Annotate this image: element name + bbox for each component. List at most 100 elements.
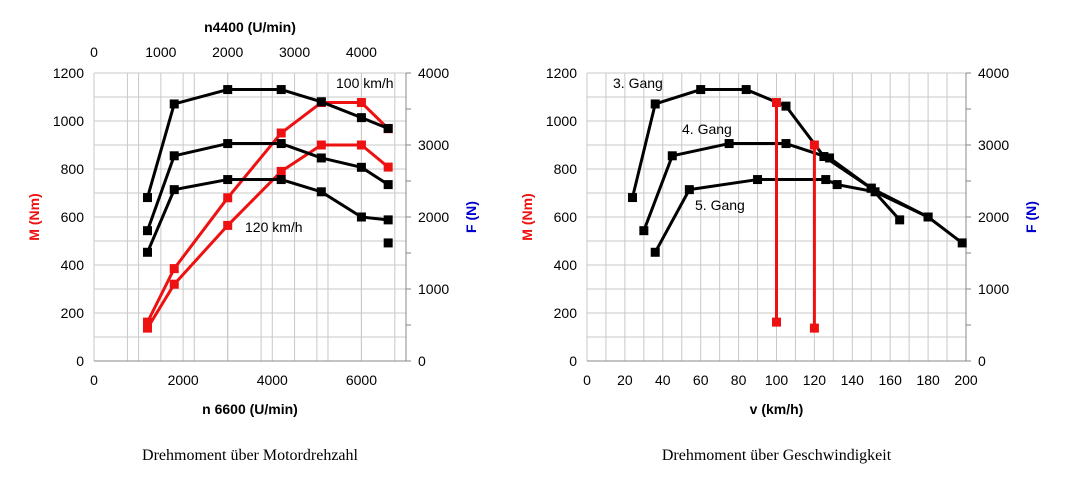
- y2-tick-label: 3000: [418, 137, 449, 153]
- y-axis-title: M (Nm): [519, 193, 535, 240]
- series-label-5-gang: 5. Gang: [695, 197, 745, 213]
- y-tick-label: 1200: [546, 65, 577, 81]
- data-point-marker: [276, 128, 286, 138]
- y-tick-label: 600: [554, 209, 578, 225]
- data-point-marker: [223, 193, 233, 203]
- y-tick-label: 400: [554, 257, 578, 273]
- y-tick-label: 600: [61, 209, 85, 225]
- y-axis-title: M (Nm): [26, 193, 42, 240]
- y-tick-label: 200: [61, 305, 85, 321]
- data-point-marker: [895, 215, 905, 225]
- y-tick-label: 0: [76, 353, 84, 369]
- y2-tick-label: 2000: [418, 209, 449, 225]
- data-point-marker: [142, 317, 152, 327]
- data-point-marker: [957, 238, 967, 248]
- x-tick-label: 2000: [168, 372, 199, 388]
- data-point-marker: [650, 99, 660, 109]
- series-label-4-gang: 4. Gang: [682, 121, 732, 137]
- data-point-marker: [276, 85, 286, 95]
- data-point-marker: [356, 162, 366, 172]
- data-point-marker: [753, 175, 763, 185]
- y2-tick-label: 4000: [978, 65, 1009, 81]
- data-point-marker: [383, 215, 393, 225]
- x-axis-title: v (km/h): [750, 401, 804, 417]
- data-point-marker: [356, 113, 366, 123]
- data-point-marker: [772, 98, 781, 108]
- data-point-marker: [809, 140, 819, 150]
- x2-tick-label: 4000: [346, 44, 377, 60]
- data-point-marker: [781, 101, 791, 111]
- x-tick-label: 100: [765, 372, 789, 388]
- data-point-marker: [870, 187, 880, 197]
- data-point-marker: [223, 175, 233, 185]
- data-point-marker: [169, 279, 179, 289]
- data-point-marker: [276, 175, 286, 185]
- data-point-marker: [821, 175, 831, 185]
- data-point-marker: [639, 226, 649, 236]
- data-point-marker: [223, 85, 233, 95]
- data-point-marker: [825, 153, 835, 163]
- y2-tick-label: 0: [418, 353, 426, 369]
- x2-tick-label: 2000: [212, 44, 243, 60]
- data-point-marker: [356, 212, 366, 222]
- x-tick-label: 0: [583, 372, 591, 388]
- x2-tick-label: 3000: [279, 44, 310, 60]
- data-point-marker: [276, 139, 286, 149]
- data-point-marker: [627, 193, 637, 203]
- data-point-marker: [169, 185, 179, 195]
- data-point-marker: [383, 238, 393, 248]
- y2-axis-title: F (N): [463, 201, 479, 233]
- chart-caption: Drehmoment über Geschwindigkeit: [662, 447, 892, 464]
- data-point-marker: [383, 123, 393, 133]
- data-point-marker: [142, 247, 152, 257]
- x-tick-label: 80: [731, 372, 747, 388]
- y-tick-label: 0: [569, 353, 577, 369]
- data-point-marker: [383, 180, 393, 190]
- x-tick-label: 180: [916, 372, 940, 388]
- y-tick-label: 1200: [53, 65, 84, 81]
- y2-tick-label: 1000: [978, 281, 1009, 297]
- chart-caption: Drehmoment über Motordrehzahl: [142, 447, 358, 464]
- data-point-marker: [650, 247, 660, 257]
- data-point-marker: [781, 139, 791, 149]
- data-point-marker: [142, 226, 152, 236]
- x-tick-label: 160: [879, 372, 903, 388]
- data-point-marker: [316, 97, 326, 107]
- data-point-marker: [169, 264, 179, 274]
- x2-tick-label: 1000: [145, 44, 176, 60]
- y2-tick-label: 1000: [418, 281, 449, 297]
- data-point-marker: [356, 140, 366, 150]
- annotation-100kmh: 100 km/h: [336, 75, 394, 91]
- y-tick-label: 400: [61, 257, 85, 273]
- x2-tick-label: 0: [90, 44, 98, 60]
- data-point-marker: [809, 323, 819, 333]
- y2-tick-label: 4000: [418, 65, 449, 81]
- x-tick-label: 4000: [257, 372, 288, 388]
- data-point-marker: [223, 139, 233, 149]
- data-point-marker: [741, 85, 751, 95]
- y-tick-label: 200: [554, 305, 578, 321]
- x-tick-label: 0: [90, 372, 98, 388]
- y-tick-label: 1000: [53, 113, 84, 129]
- y-tick-label: 1000: [546, 113, 577, 129]
- annotation-120kmh: 120 km/h: [245, 219, 303, 235]
- data-point-marker: [923, 212, 933, 222]
- data-point-marker: [223, 220, 233, 230]
- data-point-marker: [667, 151, 677, 161]
- x-tick-label: 120: [803, 372, 827, 388]
- y-tick-label: 800: [554, 161, 578, 177]
- data-point-marker: [356, 98, 366, 108]
- data-point-marker: [316, 140, 326, 150]
- x-tick-label: 40: [655, 372, 671, 388]
- data-point-marker: [142, 323, 152, 333]
- chart-left: 0 200 400 600 800 1000 1200 0 1000 2000 3000 4000 0 2…: [26, 19, 479, 464]
- x-tick-label: 140: [841, 372, 865, 388]
- y-tick-label: 800: [61, 161, 85, 177]
- x-tick-label: 60: [693, 372, 709, 388]
- data-point-marker: [696, 85, 706, 95]
- x-axis-title: n 6600 (U/min): [202, 401, 298, 417]
- data-point-marker: [142, 193, 152, 203]
- data-point-marker: [772, 317, 781, 327]
